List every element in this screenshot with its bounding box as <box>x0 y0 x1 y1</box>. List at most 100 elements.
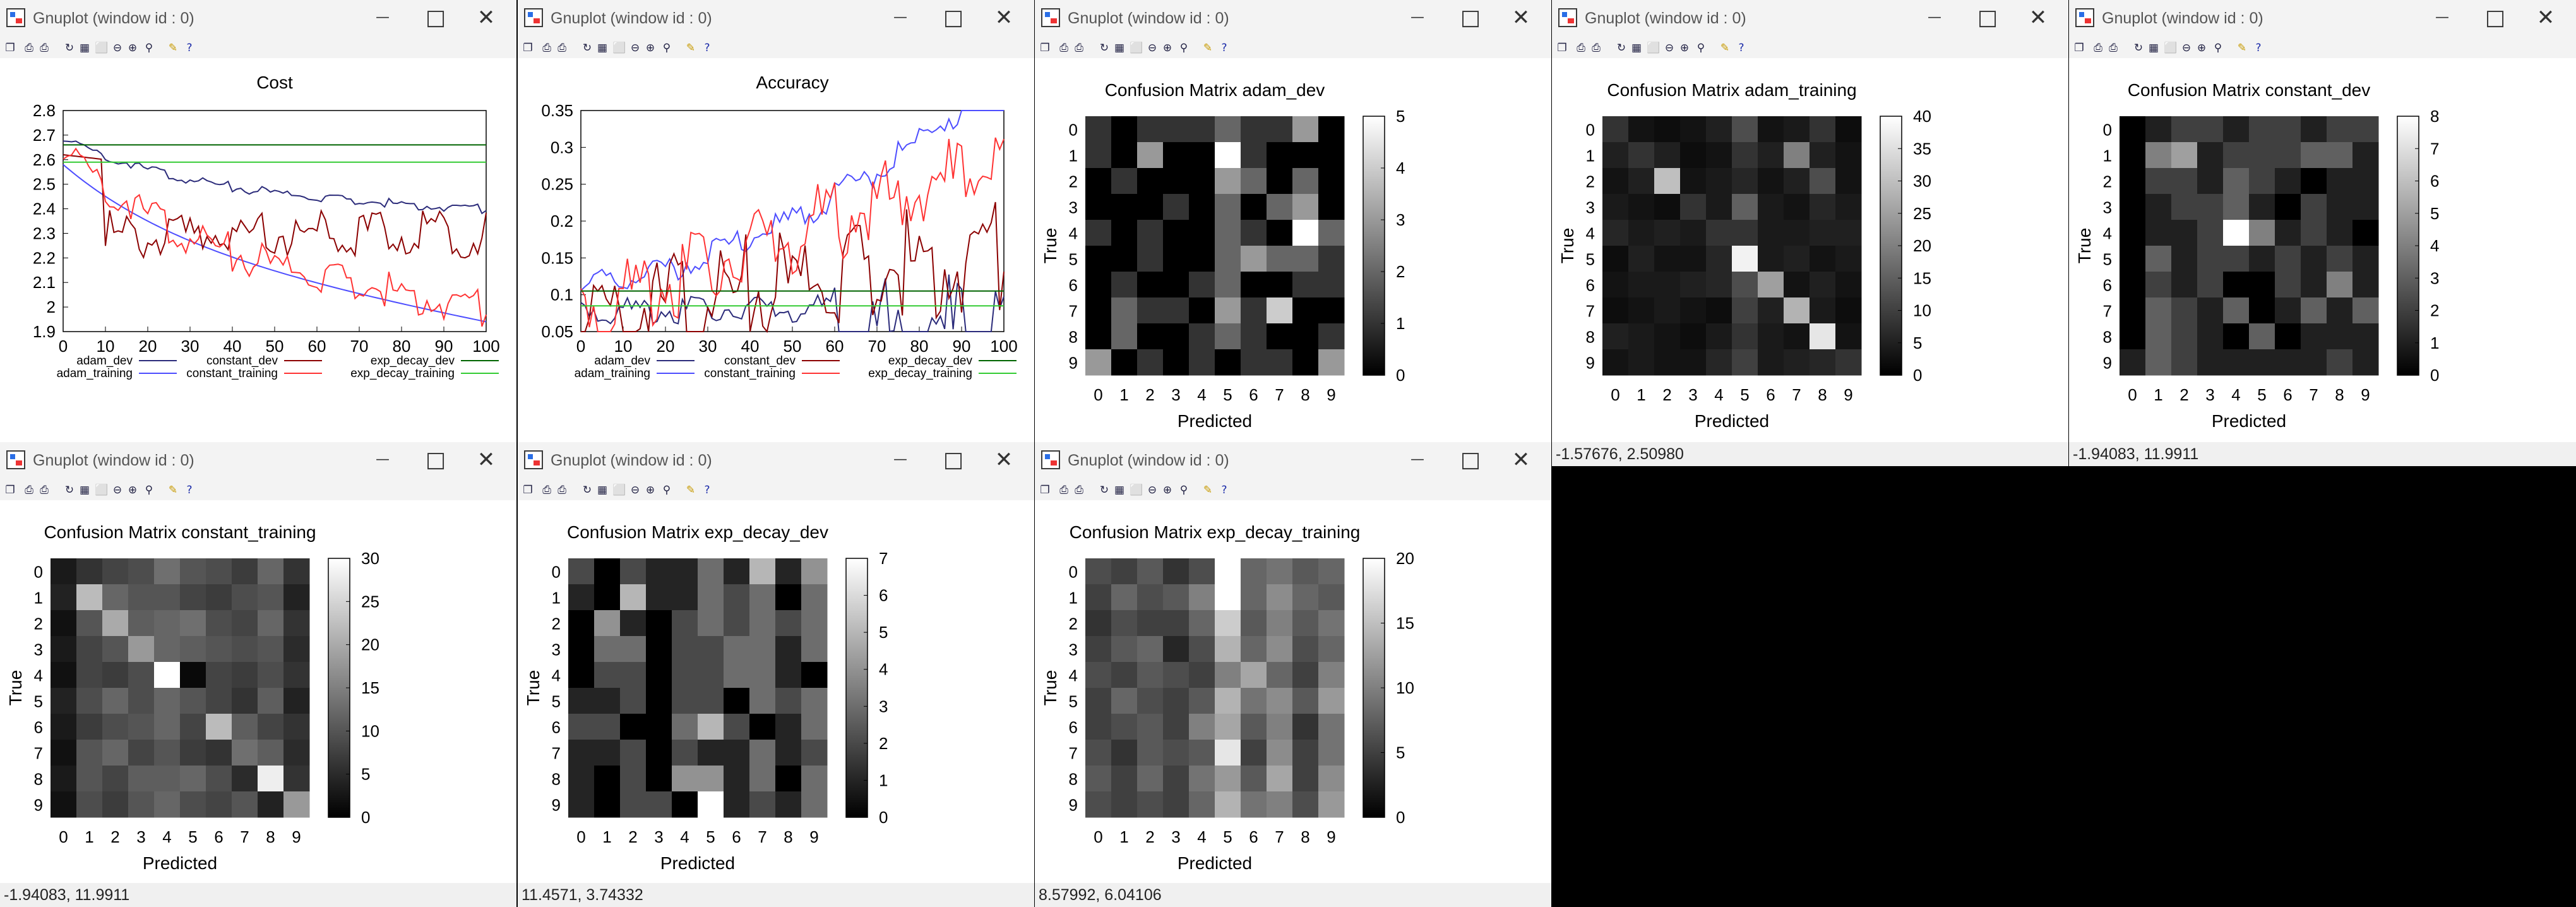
copy-icon[interactable]: ❐ <box>5 484 15 496</box>
help-icon[interactable]: ? <box>1221 484 1227 496</box>
copy-icon[interactable]: ❐ <box>5 42 15 54</box>
print-icon[interactable]: ⎙ <box>1577 42 1585 54</box>
zoom-previous-icon[interactable]: ⊖ <box>630 42 640 54</box>
zoom-next-icon[interactable]: ⊕ <box>645 42 655 54</box>
minimize-icon[interactable]: — <box>1410 9 1424 25</box>
plot-area[interactable]: Confusion Matrix exp_decay_dev 0 0 1 1 2 2 3 3 4 4… <box>518 500 1034 883</box>
close-icon[interactable]: ✕ <box>477 447 496 472</box>
autoscale-icon[interactable]: ⬜ <box>1130 484 1143 496</box>
help-icon[interactable]: ? <box>1738 42 1744 54</box>
autoscale-icon[interactable]: ⬜ <box>1130 42 1143 54</box>
options-icon[interactable]: ✎ <box>2237 42 2247 54</box>
help-icon[interactable]: ? <box>704 484 710 496</box>
print-icon[interactable]: ⎙ <box>25 42 33 54</box>
minimize-icon[interactable]: — <box>1410 452 1424 467</box>
close-icon[interactable]: ✕ <box>994 5 1013 30</box>
autoscale-icon[interactable]: ⬜ <box>95 42 109 54</box>
gnuplot-window-cm-adam-dev[interactable]: Gnuplot (window id : 0) — □ ✕ ❐ ⎙ ⎙ ↻ ▦ ⬜ ⊖ ⊕ ⚲ ✎? Con… <box>1035 0 1551 442</box>
zoom-next-icon[interactable]: ⊕ <box>1162 484 1172 496</box>
title-bar[interactable]: Gnuplot (window id : 0) — □ ✕ <box>0 0 516 38</box>
replot-icon[interactable]: ↻ <box>2133 42 2144 54</box>
title-bar[interactable]: Gnuplot (window id : 0) — □ ✕ <box>1552 0 2068 38</box>
minimize-icon[interactable]: — <box>893 452 907 467</box>
plot-area[interactable]: Confusion Matrix adam_training 0 0 1 1 2 2 3 3 4 4… <box>1552 58 2068 442</box>
printer-setup-icon[interactable]: ⎙ <box>558 42 566 54</box>
grid-icon[interactable]: ▦ <box>79 484 90 496</box>
unzoom-icon[interactable]: ⚲ <box>1179 484 1188 496</box>
copy-icon[interactable]: ❐ <box>1040 484 1050 496</box>
maximize-icon[interactable]: □ <box>1460 5 1481 30</box>
gnuplot-window-cost[interactable]: Gnuplot (window id : 0) — □ ✕ ❐ ⎙ ⎙ ↻ ▦ ⬜ ⊖ ⊕ ⚲ ✎? Cos… <box>0 0 516 442</box>
title-bar[interactable]: Gnuplot (window id : 0) — □ ✕ <box>518 0 1034 38</box>
print-icon[interactable]: ⎙ <box>2094 42 2102 54</box>
maximize-icon[interactable]: □ <box>1460 447 1481 472</box>
unzoom-icon[interactable]: ⚲ <box>662 42 671 54</box>
plot-area[interactable]: Accuracy 0 10 20 30 40 50 60 70 80 90 100 0.05 0.1 0.1… <box>518 58 1034 442</box>
gnuplot-window-cm-exp-decay-training[interactable]: Gnuplot (window id : 0) — □ ✕ ❐ ⎙ ⎙ ↻ ▦ ⬜ ⊖ ⊕ ⚲ ✎? Con… <box>1035 442 1551 883</box>
maximize-icon[interactable]: □ <box>425 5 446 30</box>
zoom-previous-icon[interactable]: ⊖ <box>1664 42 1674 54</box>
autoscale-icon[interactable]: ⬜ <box>95 484 109 496</box>
zoom-next-icon[interactable]: ⊕ <box>128 484 138 496</box>
autoscale-icon[interactable]: ⬜ <box>612 484 626 496</box>
minimize-icon[interactable]: — <box>2435 9 2449 25</box>
grid-icon[interactable]: ▦ <box>2148 42 2159 54</box>
title-bar[interactable]: Gnuplot (window id : 0) — □ ✕ <box>2069 0 2576 38</box>
replot-icon[interactable]: ↻ <box>1099 484 1109 496</box>
help-icon[interactable]: ? <box>186 484 193 496</box>
grid-icon[interactable]: ▦ <box>1114 42 1125 54</box>
maximize-icon[interactable]: □ <box>1977 5 1998 30</box>
print-icon[interactable]: ⎙ <box>542 42 551 54</box>
close-icon[interactable]: ✕ <box>994 447 1013 472</box>
grid-icon[interactable]: ▦ <box>1631 42 1642 54</box>
gnuplot-window-cm-adam-training[interactable]: Gnuplot (window id : 0) — □ ✕ ❐ ⎙ ⎙ ↻ ▦ ⬜ ⊖ ⊕ ⚲ ✎? Con… <box>1552 0 2068 442</box>
maximize-icon[interactable]: □ <box>943 447 964 472</box>
print-icon[interactable]: ⎙ <box>25 484 33 496</box>
options-icon[interactable]: ✎ <box>168 484 178 496</box>
autoscale-icon[interactable]: ⬜ <box>2164 42 2178 54</box>
title-bar[interactable]: Gnuplot (window id : 0) — □ ✕ <box>0 442 516 480</box>
replot-icon[interactable]: ↻ <box>1616 42 1626 54</box>
help-icon[interactable]: ? <box>1221 42 1227 54</box>
help-icon[interactable]: ? <box>186 42 193 54</box>
plot-area[interactable]: Cost 0 10 20 30 40 50 60 70 80 90 100 1.9 2 2.1 2.2 2.3 2… <box>0 58 516 442</box>
title-bar[interactable]: Gnuplot (window id : 0) — □ ✕ <box>1035 442 1551 480</box>
copy-icon[interactable]: ❐ <box>1040 42 1050 54</box>
unzoom-icon[interactable]: ⚲ <box>662 484 671 496</box>
copy-icon[interactable]: ❐ <box>1557 42 1567 54</box>
zoom-previous-icon[interactable]: ⊖ <box>112 484 122 496</box>
printer-setup-icon[interactable]: ⎙ <box>40 484 49 496</box>
maximize-icon[interactable]: □ <box>425 447 446 472</box>
replot-icon[interactable]: ↻ <box>64 484 75 496</box>
print-icon[interactable]: ⎙ <box>1059 42 1068 54</box>
unzoom-icon[interactable]: ⚲ <box>1179 42 1188 54</box>
close-icon[interactable]: ✕ <box>2029 5 2048 30</box>
zoom-next-icon[interactable]: ⊕ <box>2197 42 2207 54</box>
unzoom-icon[interactable]: ⚲ <box>145 484 153 496</box>
zoom-next-icon[interactable]: ⊕ <box>1162 42 1172 54</box>
print-icon[interactable]: ⎙ <box>542 484 551 496</box>
copy-icon[interactable]: ❐ <box>523 484 533 496</box>
replot-icon[interactable]: ↻ <box>582 484 592 496</box>
options-icon[interactable]: ✎ <box>1203 484 1213 496</box>
zoom-previous-icon[interactable]: ⊖ <box>2181 42 2191 54</box>
close-icon[interactable]: ✕ <box>1512 5 1530 30</box>
minimize-icon[interactable]: — <box>1928 9 1941 25</box>
options-icon[interactable]: ✎ <box>686 42 696 54</box>
printer-setup-icon[interactable]: ⎙ <box>1075 42 1083 54</box>
title-bar[interactable]: Gnuplot (window id : 0) — □ ✕ <box>518 442 1034 480</box>
grid-icon[interactable]: ▦ <box>1114 484 1125 496</box>
grid-icon[interactable]: ▦ <box>79 42 90 54</box>
printer-setup-icon[interactable]: ⎙ <box>2109 42 2118 54</box>
gnuplot-window-cm-exp-decay-dev[interactable]: Gnuplot (window id : 0) — □ ✕ ❐ ⎙ ⎙ ↻ ▦ ⬜ ⊖ ⊕ ⚲ ✎? Con… <box>518 442 1034 883</box>
copy-icon[interactable]: ❐ <box>523 42 533 54</box>
zoom-previous-icon[interactable]: ⊖ <box>630 484 640 496</box>
zoom-previous-icon[interactable]: ⊖ <box>1147 42 1157 54</box>
options-icon[interactable]: ✎ <box>168 42 178 54</box>
zoom-previous-icon[interactable]: ⊖ <box>112 42 122 54</box>
printer-setup-icon[interactable]: ⎙ <box>1592 42 1601 54</box>
replot-icon[interactable]: ↻ <box>582 42 592 54</box>
unzoom-icon[interactable]: ⚲ <box>2214 42 2222 54</box>
gnuplot-window-accuracy[interactable]: Gnuplot (window id : 0) — □ ✕ ❐ ⎙ ⎙ ↻ ▦ ⬜ ⊖ ⊕ ⚲ ✎? Acc… <box>518 0 1034 442</box>
help-icon[interactable]: ? <box>2255 42 2262 54</box>
